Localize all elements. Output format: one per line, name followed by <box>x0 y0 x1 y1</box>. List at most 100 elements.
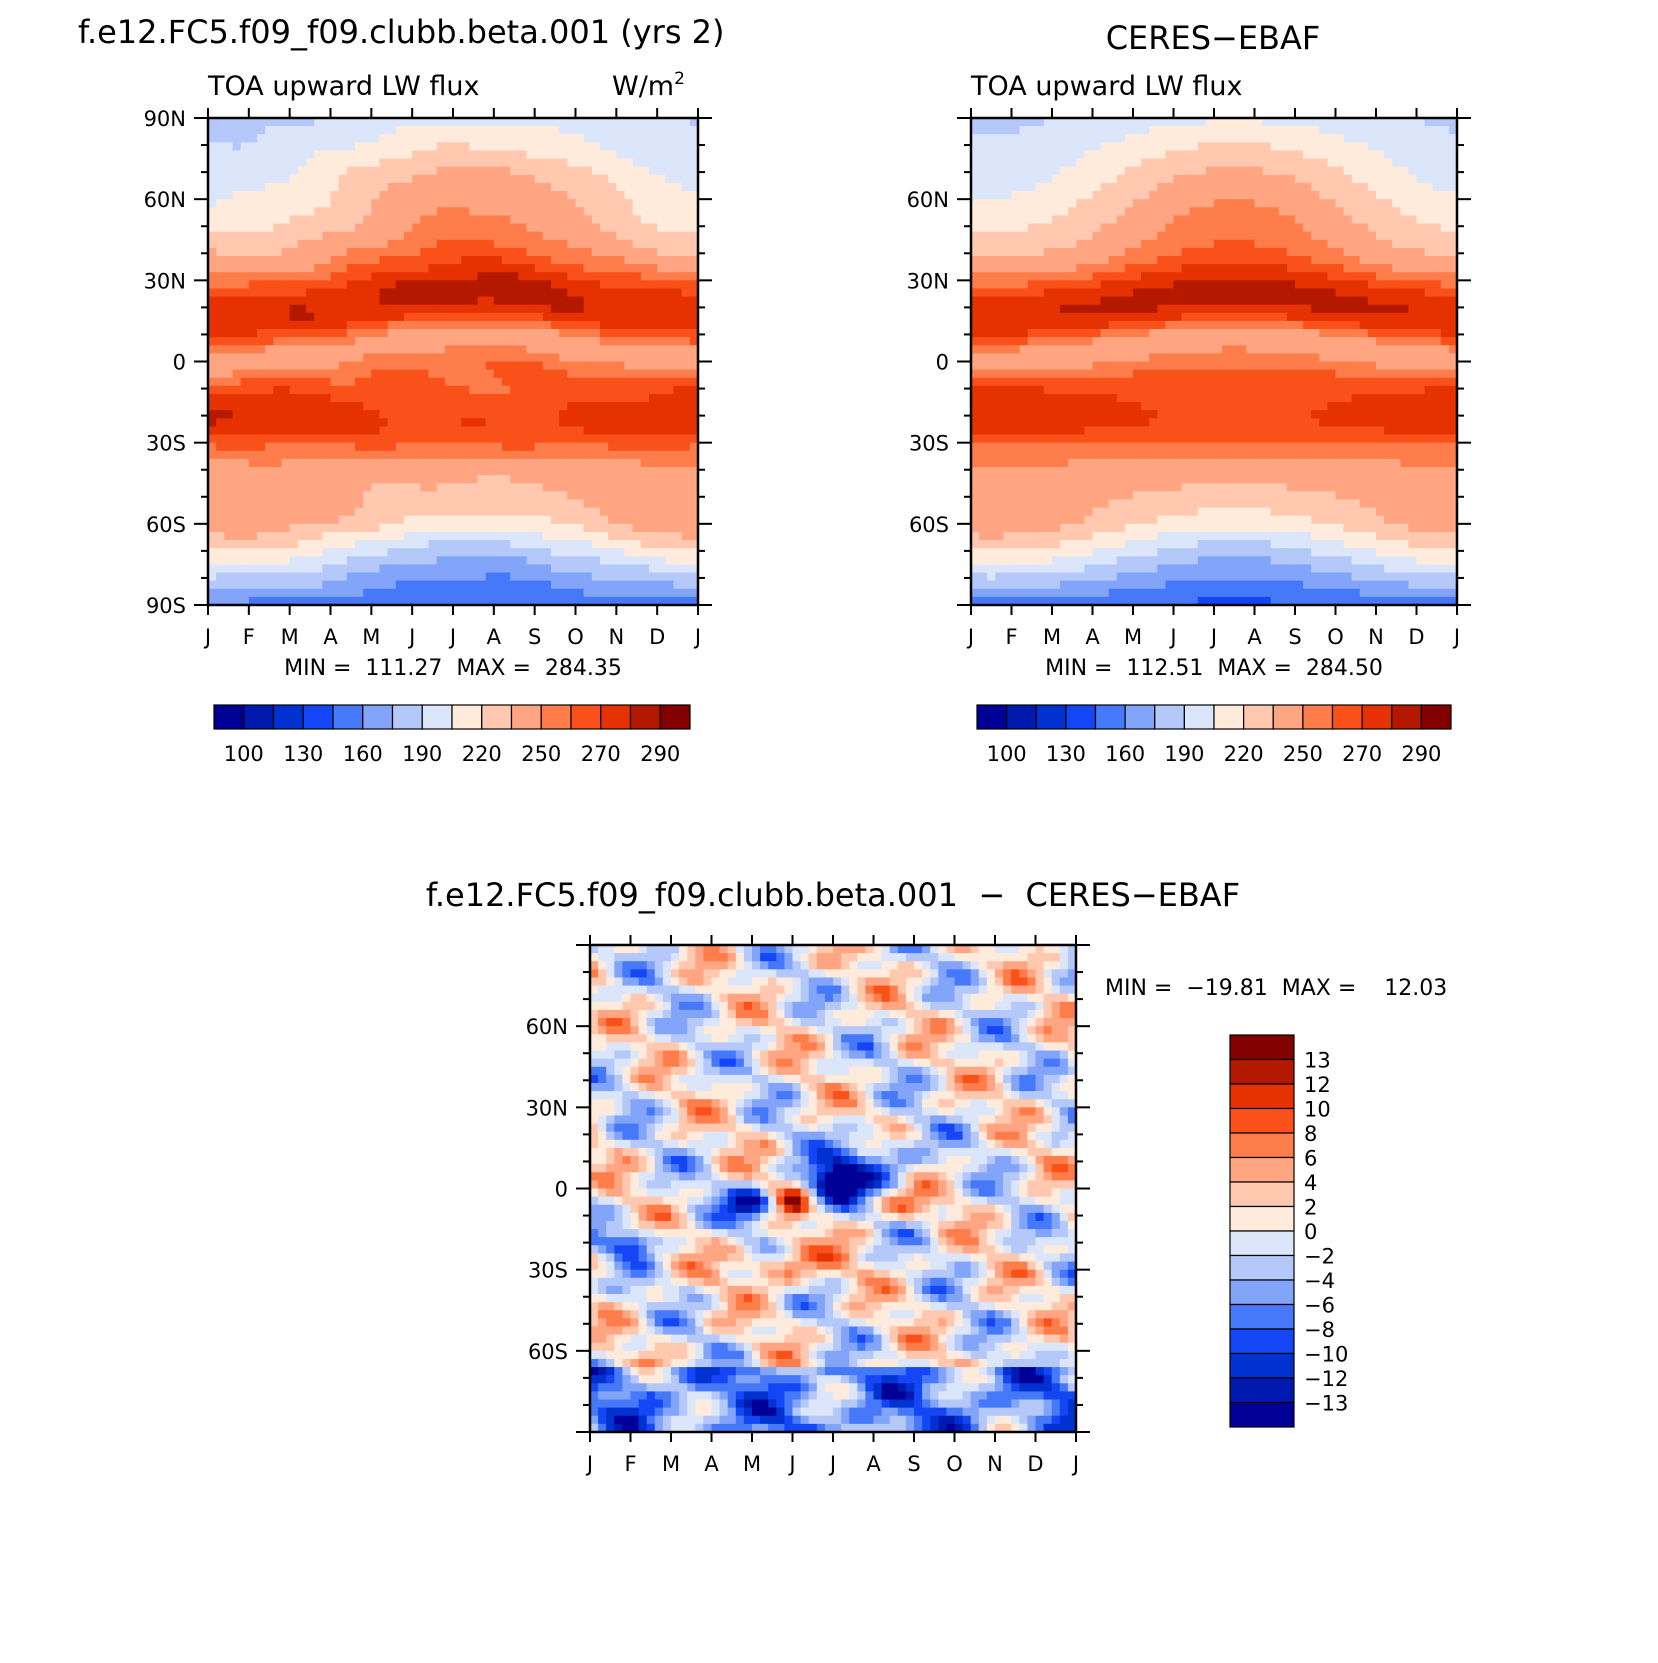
model-field-cell <box>551 345 560 354</box>
model-field-cell <box>535 499 544 508</box>
model-field-cell <box>412 443 421 452</box>
model-field-cell <box>616 556 625 565</box>
model-field-cell <box>551 467 560 476</box>
obs-field-cell <box>1230 207 1239 216</box>
model-field-cell <box>600 540 609 549</box>
model-field-cell <box>510 297 519 306</box>
model-field-cell <box>298 524 307 533</box>
model-field-cell <box>355 499 364 508</box>
model-field-cell <box>249 280 258 289</box>
obs-field-cell <box>1012 159 1021 168</box>
model-field-cell <box>510 142 519 151</box>
model-field-cell <box>486 240 495 249</box>
model-field-cell <box>306 410 315 419</box>
model-field-cell <box>331 142 340 151</box>
model-field-cell <box>314 386 323 395</box>
obs-field-cell <box>1368 183 1377 192</box>
model-field-cell <box>429 207 438 216</box>
model-field-cell <box>306 402 315 411</box>
obs-field-cell <box>1165 232 1174 241</box>
model-field-cell <box>273 443 282 452</box>
model-field-cell <box>641 199 650 208</box>
model-field-cell <box>510 581 519 590</box>
obs-field-cell <box>1319 134 1328 143</box>
model-field-cell <box>625 345 634 354</box>
model-field-cell <box>633 402 642 411</box>
obs-field-cell <box>1368 232 1377 241</box>
obs-field-cell <box>1206 167 1215 176</box>
panel-model-units: W/m2 <box>612 69 685 102</box>
model-field-cell <box>576 142 585 151</box>
model-field-cell <box>396 191 405 200</box>
model-field-cell <box>502 207 511 216</box>
model-field-cell <box>298 142 307 151</box>
model-field-cell <box>657 386 666 395</box>
model-field-cell <box>592 305 601 314</box>
model-field-cell <box>404 272 413 281</box>
model-field-cell <box>437 370 446 379</box>
model-field-cell <box>347 370 356 379</box>
model-field-cell <box>445 499 454 508</box>
model-field-cell <box>298 418 307 427</box>
obs-field-cell <box>1214 264 1223 273</box>
model-field-cell <box>633 288 642 297</box>
model-field-cell <box>437 150 446 159</box>
model-field-cell <box>461 297 470 306</box>
model-field-cell <box>584 394 593 403</box>
obs-field-cell <box>1198 224 1207 233</box>
model-field-cell <box>249 402 258 411</box>
model-field-cell <box>388 167 397 176</box>
model-field-cell <box>265 191 274 200</box>
model-field-cell <box>216 264 225 273</box>
model-field-cell <box>518 483 527 492</box>
model-field-cell <box>616 297 625 306</box>
model-field-cell <box>625 175 634 184</box>
model-field-cell <box>535 264 544 273</box>
model-field-cell <box>543 491 552 500</box>
obs-field-cell <box>979 175 988 184</box>
model-field-cell <box>461 532 470 541</box>
model-field-cell <box>380 402 389 411</box>
model-field-cell <box>322 240 331 249</box>
obs-field-cell <box>1076 232 1085 241</box>
obs-field-cell <box>1287 150 1296 159</box>
obs-field-cell <box>1400 159 1409 168</box>
obs-field-cell <box>1222 264 1231 273</box>
obs-field-cell <box>1174 215 1183 224</box>
model-field-cell <box>282 573 291 582</box>
obs-field-cell <box>1020 280 1029 289</box>
model-field-cell <box>674 272 683 281</box>
obs-field-cell <box>1141 215 1150 224</box>
model-field-cell <box>576 556 585 565</box>
obs-field-cell <box>1295 264 1304 273</box>
model-field-cell <box>380 118 389 127</box>
model-field-cell <box>469 451 478 460</box>
model-field-cell <box>665 573 674 582</box>
model-field-cell <box>388 142 397 151</box>
model-field-cell <box>469 394 478 403</box>
obs-field-cell <box>1287 159 1296 168</box>
obs-field-cell <box>1003 224 1012 233</box>
model-field-cell <box>233 467 242 476</box>
model-field-cell <box>298 467 307 476</box>
model-field-cell <box>478 589 487 598</box>
model-field-cell <box>404 345 413 354</box>
obs-field-cell <box>1165 280 1174 289</box>
model-field-cell <box>478 313 487 322</box>
model-field-cell <box>559 305 568 314</box>
model-field-cell <box>314 321 323 330</box>
model-field-cell <box>453 589 462 598</box>
obs-field-cell <box>1352 224 1361 233</box>
model-field-cell <box>518 297 527 306</box>
model-field-cell <box>665 524 674 533</box>
obs-field-cell <box>1303 272 1312 281</box>
obs-field-cell <box>1149 280 1158 289</box>
model-field-cell <box>616 564 625 573</box>
obs-field-cell <box>1003 207 1012 216</box>
model-field-cell <box>347 467 356 476</box>
model-field-cell <box>233 475 242 484</box>
model-field-cell <box>469 150 478 159</box>
model-field-cell <box>535 532 544 541</box>
model-field-cell <box>322 451 331 460</box>
model-field-cell <box>273 353 282 362</box>
